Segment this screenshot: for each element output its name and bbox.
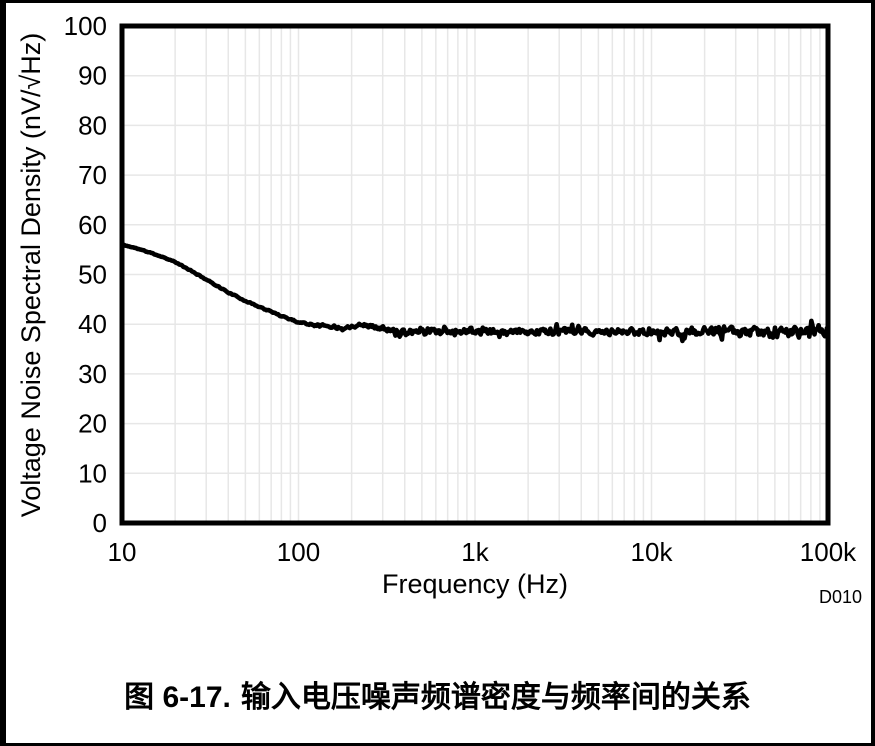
x-tick-label: 100 bbox=[277, 537, 320, 567]
figure-caption-text: 输入电压噪声频谱密度与频率间的关系 bbox=[240, 681, 751, 714]
y-tick-label: 100 bbox=[64, 11, 107, 41]
plot-frame bbox=[119, 23, 831, 526]
x-tick-label: 100k bbox=[800, 537, 857, 567]
figure-caption-number: 图 6-17. bbox=[124, 681, 231, 714]
plot-id-watermark: D010 bbox=[819, 587, 862, 607]
y-tick-label: 0 bbox=[93, 508, 107, 538]
y-axis-title: Voltage Noise Spectral Density (nV/√Hz) bbox=[16, 33, 46, 518]
y-tick-label: 90 bbox=[78, 61, 107, 91]
gridlines bbox=[122, 26, 828, 523]
noise-curve bbox=[119, 242, 831, 344]
y-axis-tick-labels: 0 10 20 30 40 50 60 70 80 90 100 bbox=[64, 11, 107, 538]
x-axis-title: Frequency (Hz) bbox=[382, 569, 568, 599]
x-tick-label: 1k bbox=[461, 537, 489, 567]
x-axis-tick-labels: 10 100 1k 10k 100k bbox=[108, 537, 858, 567]
x-tick-label: 10 bbox=[108, 537, 137, 567]
y-tick-label: 40 bbox=[78, 309, 107, 339]
y-tick-label: 50 bbox=[78, 260, 107, 290]
y-tick-label: 10 bbox=[78, 458, 107, 488]
y-tick-label: 60 bbox=[78, 210, 107, 240]
figure-caption: 图 6-17. 输入电压噪声频谱密度与频率间的关系 bbox=[0, 672, 875, 716]
y-tick-label: 80 bbox=[78, 110, 107, 140]
y-tick-label: 20 bbox=[78, 409, 107, 439]
y-tick-label: 70 bbox=[78, 160, 107, 190]
x-tick-label: 10k bbox=[631, 537, 674, 567]
y-tick-label: 30 bbox=[78, 359, 107, 389]
